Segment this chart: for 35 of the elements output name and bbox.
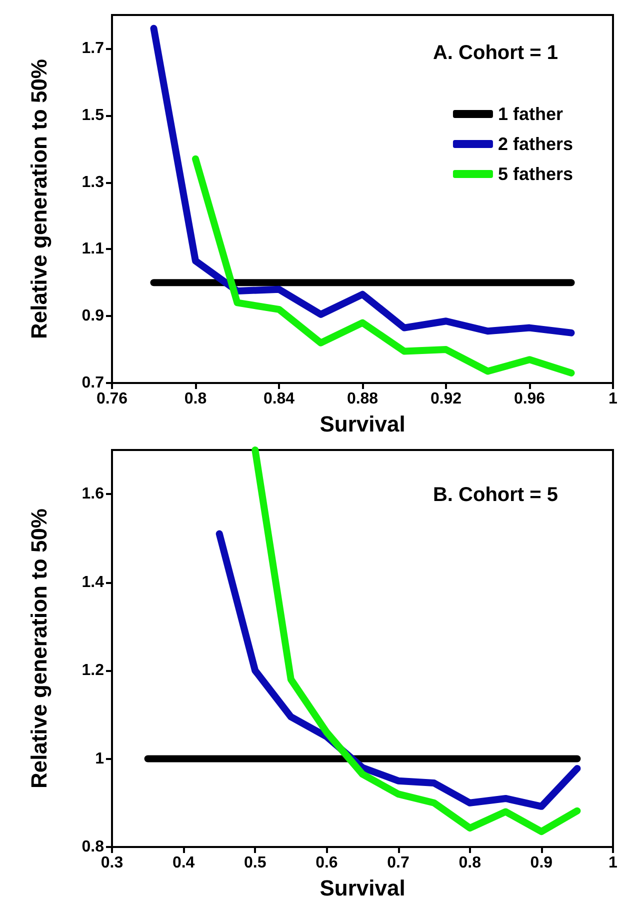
y-axis-title: Relative generation to 50% [26, 59, 52, 339]
y-tick-label: 1.1 [82, 240, 104, 258]
x-tick-label: 0.76 [96, 390, 128, 408]
y-tick-label: 1 [95, 750, 104, 768]
y-tick-label: 0.7 [82, 374, 104, 392]
text: A. Cohort = 1 [432, 42, 558, 64]
x-tick-label: 0.92 [430, 390, 462, 408]
x-axis-title: Survival [320, 412, 406, 436]
x-tick-label: 0.84 [263, 390, 295, 408]
x-tick-label: 0.4 [172, 854, 195, 872]
x-tick-label: 1 [608, 390, 618, 408]
legend-label: 5 fathers [498, 164, 574, 184]
x-tick-label: 0.5 [244, 854, 266, 872]
x-tick-label: 0.9 [530, 854, 553, 872]
y-tick-label: 1.6 [82, 486, 104, 503]
x-tick-label: 0.8 [184, 390, 207, 408]
y-tick-label: 0.9 [82, 308, 104, 325]
x-tick-label: 0.8 [458, 854, 482, 872]
y-tick-label: 1.5 [82, 106, 104, 124]
y-tick-label: 1.7 [82, 40, 104, 57]
y-tick-label: 1.3 [82, 174, 104, 191]
y-tick-label: 1.4 [82, 574, 104, 591]
x-tick-label: 0.3 [100, 854, 124, 872]
y-tick-label: 1.2 [82, 662, 104, 680]
legend-label: 2 fathers [498, 134, 574, 154]
x-tick-label: 0.6 [316, 854, 338, 872]
x-axis-title: Survival [320, 876, 406, 900]
x-tick-label: 1 [608, 854, 618, 872]
legend-label: 1 father [498, 104, 563, 124]
y-tick-label: 0.8 [82, 838, 104, 856]
x-tick-label: 0.7 [387, 854, 410, 872]
text: B. Cohort = 5 [432, 484, 558, 506]
x-tick-label: 0.96 [514, 390, 546, 408]
x-tick-label: 0.88 [346, 390, 378, 408]
y-axis-title: Relative generation to 50% [26, 508, 52, 788]
